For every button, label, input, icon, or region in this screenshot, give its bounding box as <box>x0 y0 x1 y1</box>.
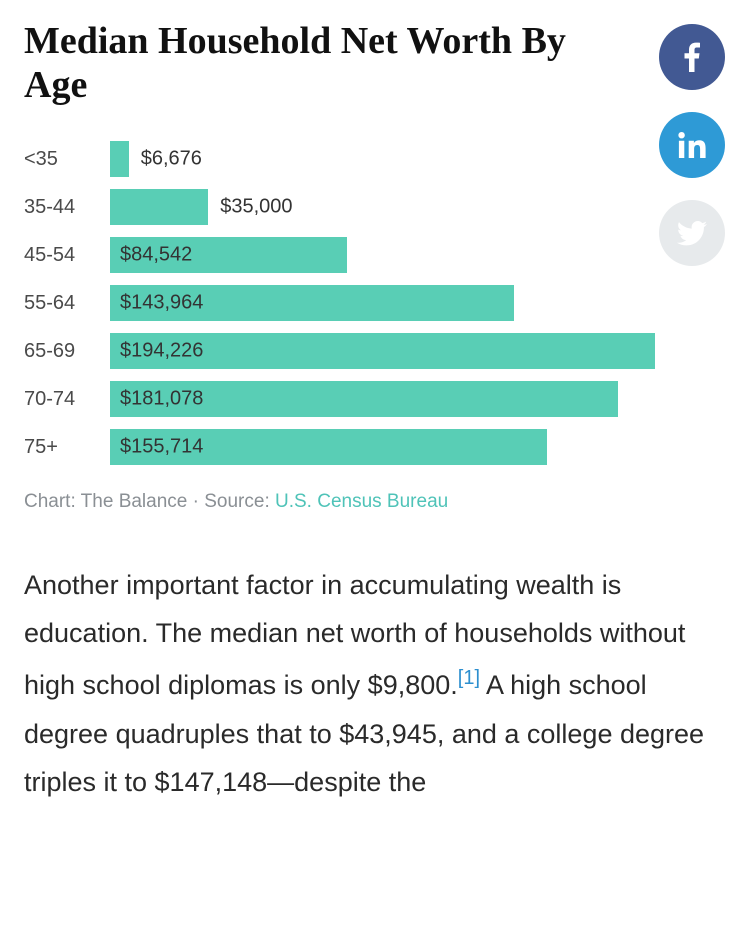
twitter-icon <box>677 221 707 246</box>
share-twitter-button[interactable] <box>659 200 725 266</box>
share-facebook-button[interactable] <box>659 24 725 90</box>
chart-row-label: 65-69 <box>24 340 110 363</box>
chart-row-track: $35,000 <box>110 189 725 225</box>
net-worth-bar-chart: <35$6,67635-44$35,00045-54$84,54255-64$1… <box>24 135 725 471</box>
chart-row-label: 75+ <box>24 436 110 459</box>
chart-source-prefix: Chart: The Balance · Source: <box>24 491 275 512</box>
chart-row-track: $181,078 <box>110 381 725 417</box>
chart-row-label: 45-54 <box>24 244 110 267</box>
chart-bar: $194,226 <box>110 333 655 369</box>
share-button-column <box>659 24 725 266</box>
chart-bar-value: $35,000 <box>220 196 292 219</box>
chart-bar-value: $143,964 <box>120 292 203 315</box>
chart-row-track: $6,676 <box>110 141 725 177</box>
chart-bar: $84,542 <box>110 237 347 273</box>
facebook-icon <box>684 42 700 72</box>
chart-row-label: <35 <box>24 148 110 171</box>
chart-row-track: $84,542 <box>110 237 725 273</box>
chart-row: <35$6,676 <box>24 135 725 183</box>
chart-bar-value: $194,226 <box>120 340 203 363</box>
chart-row-label: 70-74 <box>24 388 110 411</box>
chart-bar-value: $181,078 <box>120 388 203 411</box>
footnote-ref-1[interactable]: [1] <box>458 667 480 689</box>
chart-row-label: 55-64 <box>24 292 110 315</box>
chart-bar: $6,676 <box>110 141 129 177</box>
chart-bar: $35,000 <box>110 189 208 225</box>
article-body-text: Another important factor in accumulating… <box>24 561 725 805</box>
chart-row-track: $155,714 <box>110 429 725 465</box>
chart-source-line: Chart: The Balance · Source: U.S. Census… <box>24 491 725 513</box>
chart-bar: $155,714 <box>110 429 547 465</box>
chart-bar-value: $155,714 <box>120 436 203 459</box>
chart-row: 45-54 $84,542 <box>24 231 725 279</box>
chart-row-label: 35-44 <box>24 196 110 219</box>
chart-title: Median Household Net Worth By Age <box>24 20 584 107</box>
chart-row: 65-69 $194,226 <box>24 327 725 375</box>
share-linkedin-button[interactable] <box>659 112 725 178</box>
chart-bar-value: $6,676 <box>141 148 202 171</box>
chart-bar: $143,964 <box>110 285 514 321</box>
chart-row-track: $194,226 <box>110 333 725 369</box>
chart-bar: $181,078 <box>110 381 618 417</box>
chart-row: 70-74 $181,078 <box>24 375 725 423</box>
chart-row-track: $143,964 <box>110 285 725 321</box>
chart-row: 55-64 $143,964 <box>24 279 725 327</box>
linkedin-icon <box>678 131 706 159</box>
chart-row: 75+ $155,714 <box>24 423 725 471</box>
chart-source-link[interactable]: U.S. Census Bureau <box>275 491 448 512</box>
chart-row: 35-44$35,000 <box>24 183 725 231</box>
chart-bar-value: $84,542 <box>120 244 192 267</box>
